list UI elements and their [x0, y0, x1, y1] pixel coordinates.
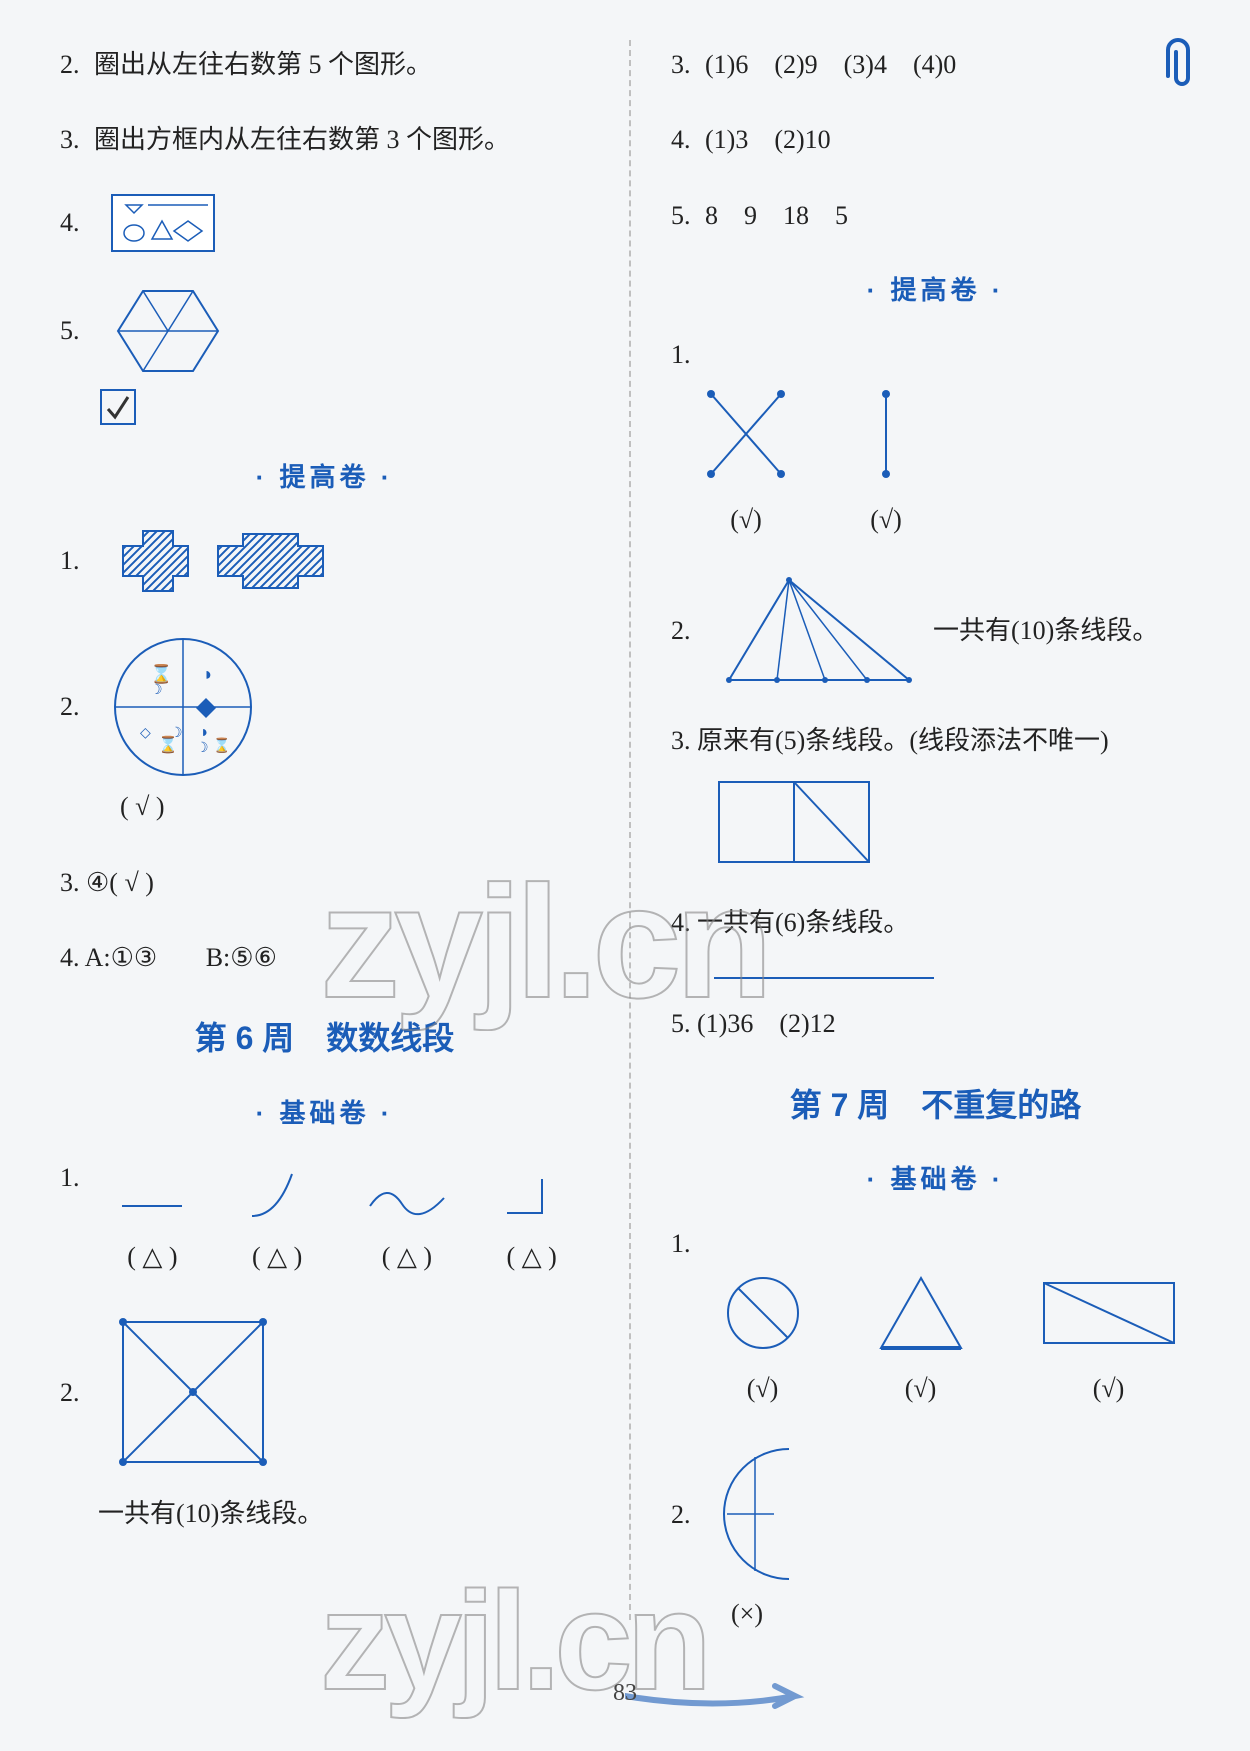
left-tigao-q3: 3. ④( √ ) [60, 858, 589, 907]
right-column: 3.(1)6 (2)9 (3)4 (4)0 4.(1)3 (2)10 5.8 9… [671, 40, 1200, 1620]
svg-text:⌛: ⌛ [150, 663, 172, 684]
week6-sub: · 基础卷 · [60, 1089, 589, 1138]
question-number: 2. [671, 606, 705, 655]
question-number: 2. [60, 40, 94, 89]
svg-text:⌛: ⌛ [213, 737, 230, 754]
question-number: 4. [60, 943, 80, 972]
left-tigao-q4: 4. A:①③ B:⑤⑥ [60, 933, 589, 982]
curve-2: ( △ ) [237, 1166, 317, 1281]
week7-q2-mark: (×) [731, 1589, 1200, 1638]
week7-sub: · 基础卷 · [671, 1155, 1200, 1204]
right-tigao-q5: 5. (1)36 (2)12 [671, 999, 1200, 1048]
question-text: 8 9 18 5 [705, 201, 848, 230]
q5-hexagon [108, 281, 228, 381]
tigao-q1-shapes [108, 516, 338, 606]
left-q4: 4. [60, 191, 589, 255]
question-number: 3. [671, 40, 705, 89]
q3-text: 3. 原来有(5)条线段。(线段添法不唯一) [671, 716, 1200, 765]
q2-triangle [719, 570, 919, 690]
week6-title: 第 6 周 数数线段 [60, 1008, 589, 1069]
week6-q2-square [108, 1307, 278, 1477]
left-q2: 2.圈出从左往右数第 5 个图形。 [60, 40, 589, 89]
question-number: 4. [671, 115, 705, 164]
question-number: 2. [671, 1490, 705, 1539]
curve-4: ( △ ) [497, 1171, 567, 1281]
question-number: 1. [60, 1153, 94, 1202]
right-q3: 3.(1)6 (2)9 (3)4 (4)0 [671, 40, 1200, 89]
question-number: 3. [60, 115, 94, 164]
shape-circle: (√) [718, 1268, 808, 1413]
week6-q2: 2. 一共有(10)条线段。 [60, 1307, 589, 1538]
question-text: (1)3 (2)10 [705, 125, 831, 154]
right-q4: 4.(1)3 (2)10 [671, 115, 1200, 164]
curve-3: ( △ ) [362, 1176, 452, 1281]
shape-rect: (√) [1034, 1268, 1184, 1413]
right-tigao-heading: · 提高卷 · [671, 266, 1200, 315]
q3-figure [709, 772, 1200, 872]
q4-figure [709, 963, 1200, 993]
tigao-q2-circle: ⌛ ◗ ☽ ◇ ⌛ ☽ ◗ ⌛ ☽ [108, 632, 258, 782]
week7-q2-moon [719, 1439, 859, 1589]
question-text: (1)6 (2)9 (3)4 (4)0 [705, 50, 956, 79]
paperclip-icon [1160, 36, 1196, 90]
week7-q2: 2. (×) [671, 1439, 1200, 1638]
svg-text:☽: ☽ [196, 741, 209, 756]
question-number: 2. [60, 682, 94, 731]
question-number: 2. [60, 1368, 94, 1417]
week7-title: 第 7 周 不重复的路 [671, 1075, 1200, 1136]
answer-a: A:①③ [85, 943, 158, 972]
week6-q1: 1. ( △ ) ( △ ) ( △ ) ( △ ) [60, 1153, 589, 1282]
shape-triangle: (√) [871, 1268, 971, 1413]
question-number: 5. [60, 306, 94, 355]
left-q5: 5. [60, 281, 589, 427]
question-number: 5. [671, 191, 705, 240]
mark: (√) [1093, 1364, 1125, 1413]
curve-1: ( △ ) [112, 1176, 192, 1281]
left-tigao-q1: 1. [60, 516, 589, 606]
svg-text:◗: ◗ [200, 724, 210, 741]
svg-text:◗: ◗ [203, 664, 214, 684]
svg-text:◇: ◇ [140, 726, 151, 741]
column-divider [629, 40, 631, 1620]
mark: ( △ ) [127, 1232, 177, 1281]
right-tigao-q3: 3. 原来有(5)条线段。(线段添法不唯一) [671, 716, 1200, 871]
q4-figure [108, 191, 218, 255]
mark: ( △ ) [252, 1232, 302, 1281]
mark: (√) [905, 1364, 937, 1413]
left-tigao-heading: · 提高卷 · [60, 453, 589, 502]
q1-cross: (√) [691, 379, 801, 544]
question-text: 圈出从左往右数第 5 个图形。 [94, 50, 432, 79]
right-q5: 5.8 9 18 5 [671, 191, 1200, 240]
mark: (√) [747, 1364, 779, 1413]
q2-text: 一共有(10)条线段。 [933, 606, 1158, 655]
week7-q1: 1. (√) (√) (√) [671, 1219, 1200, 1414]
svg-text:☽: ☽ [170, 726, 183, 741]
mark: (√) [870, 495, 902, 544]
right-tigao-q4: 4. 一共有(6)条线段。 [671, 898, 1200, 947]
left-column: 2.圈出从左往右数第 5 个图形。 3.圈出方框内从左往右数第 3 个图形。 4… [60, 40, 589, 1620]
question-number: 1. [671, 1219, 705, 1268]
page-arrow-icon [625, 1681, 805, 1711]
q1-line: (√) [861, 379, 911, 544]
answer-b: B:⑤⑥ [206, 943, 277, 972]
question-text: 圈出方框内从左往右数第 3 个图形。 [94, 125, 510, 154]
mark: (√) [730, 495, 762, 544]
tigao-q2-mark: ( √ ) [120, 782, 589, 831]
question-number: 4. [60, 198, 94, 247]
question-number: 1. [60, 536, 94, 585]
left-tigao-q2: 2. ⌛ ◗ ☽ ◇ ⌛ ☽ ◗ ⌛ [60, 632, 589, 831]
mark: ( △ ) [506, 1232, 556, 1281]
right-tigao-q2: 2. 一共有(10)条线段。 [671, 570, 1200, 690]
question-number: 1. [671, 330, 705, 379]
svg-text:☽: ☽ [150, 683, 163, 698]
page-number: 83 [613, 1680, 637, 1707]
mark: ( △ ) [382, 1232, 432, 1281]
right-tigao-q1: 1. (√) (√) [671, 330, 1200, 545]
q5-box [98, 387, 589, 427]
left-q3: 3.圈出方框内从左往右数第 3 个图形。 [60, 115, 589, 164]
week6-q2-text: 一共有(10)条线段。 [98, 1489, 589, 1538]
